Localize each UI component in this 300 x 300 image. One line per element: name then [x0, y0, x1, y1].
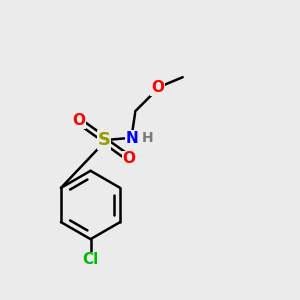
Text: Cl: Cl: [82, 253, 99, 268]
Text: N: N: [126, 130, 139, 146]
Text: O: O: [151, 80, 164, 95]
Text: O: O: [123, 152, 136, 166]
Text: H: H: [142, 131, 153, 145]
Text: S: S: [98, 130, 110, 148]
Text: O: O: [72, 113, 85, 128]
